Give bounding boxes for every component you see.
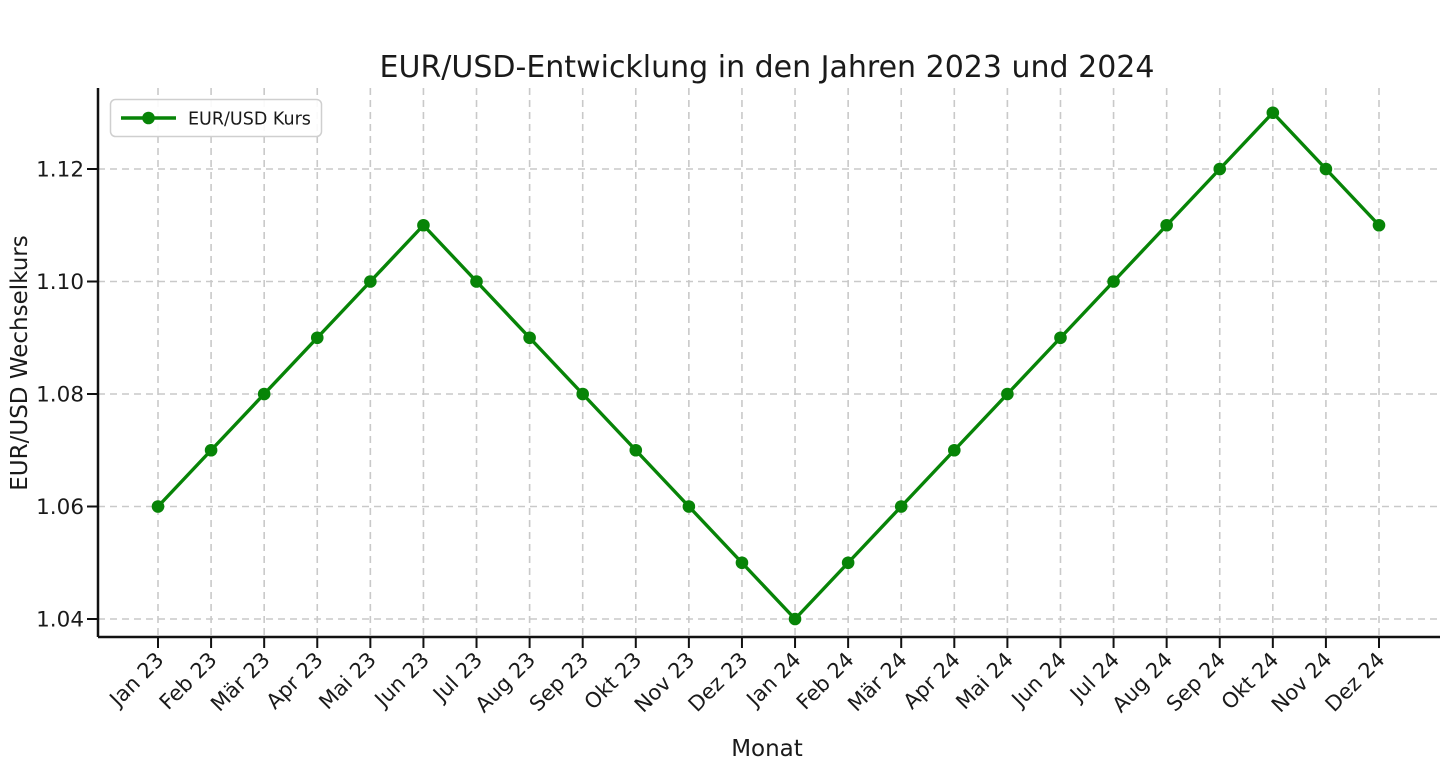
y-tick-label: 1.12 bbox=[36, 158, 84, 183]
data-point bbox=[364, 275, 377, 288]
x-tick-label: Dez 24 bbox=[1321, 648, 1390, 717]
x-tick-label: Aug 23 bbox=[471, 648, 541, 718]
data-point bbox=[682, 500, 696, 513]
x-tick-label: Nov 24 bbox=[1267, 648, 1337, 718]
data-point bbox=[894, 500, 908, 513]
y-axis-label: EUR/USD Wechselkurs bbox=[7, 235, 33, 490]
data-point bbox=[417, 218, 430, 232]
x-tick-label: Mai 24 bbox=[951, 648, 1018, 715]
data-point bbox=[523, 331, 536, 345]
data-point bbox=[1266, 106, 1280, 120]
data-point bbox=[151, 500, 165, 513]
series-line bbox=[156, 111, 1381, 621]
data-point bbox=[948, 443, 961, 457]
chart-title: EUR/USD-Entwicklung in den Jahren 2023 u… bbox=[380, 50, 1155, 85]
legend-marker-icon bbox=[142, 111, 155, 125]
legend: EUR/USD Kurs bbox=[109, 98, 323, 138]
y-tick-label: 1.08 bbox=[36, 383, 84, 408]
data-point bbox=[1372, 218, 1386, 232]
data-point bbox=[1160, 218, 1173, 232]
data-point bbox=[629, 443, 643, 457]
data-point bbox=[310, 331, 324, 345]
data-point bbox=[1319, 162, 1333, 176]
x-tick-label: Apr 23 bbox=[262, 648, 328, 714]
x-tick-label: Apr 24 bbox=[899, 648, 965, 714]
legend-label: EUR/USD Kurs bbox=[188, 110, 311, 130]
x-tick-label: Sep 24 bbox=[1162, 648, 1231, 717]
x-tick-label: Mär 24 bbox=[843, 648, 912, 717]
x-tick-label: Nov 23 bbox=[630, 648, 700, 718]
x-tick-label: Dez 23 bbox=[684, 648, 753, 717]
x-tick-label: Aug 24 bbox=[1108, 648, 1178, 718]
x-tick-label: Jun 24 bbox=[1006, 648, 1071, 713]
x-tick-label: Mai 23 bbox=[314, 648, 381, 715]
data-point bbox=[257, 387, 271, 401]
data-point bbox=[1054, 331, 1067, 345]
data-point bbox=[735, 556, 749, 570]
data-point bbox=[1107, 275, 1120, 288]
x-tick-label: Jun 23 bbox=[369, 648, 434, 713]
legend-box bbox=[109, 98, 323, 138]
y-tick-label: 1.10 bbox=[36, 270, 84, 295]
data-point bbox=[204, 443, 218, 457]
data-point bbox=[788, 612, 802, 626]
y-tick-label: 1.06 bbox=[36, 495, 84, 520]
data-point bbox=[1213, 162, 1227, 176]
x-tick-label: Sep 23 bbox=[525, 648, 594, 717]
data-point bbox=[1001, 387, 1014, 401]
data-point bbox=[576, 387, 589, 401]
x-axis-label: Monat bbox=[731, 736, 803, 762]
x-tick-label: Mär 23 bbox=[206, 648, 275, 717]
data-point bbox=[841, 556, 855, 570]
data-point bbox=[470, 275, 483, 288]
y-tick-label: 1.04 bbox=[36, 608, 84, 633]
